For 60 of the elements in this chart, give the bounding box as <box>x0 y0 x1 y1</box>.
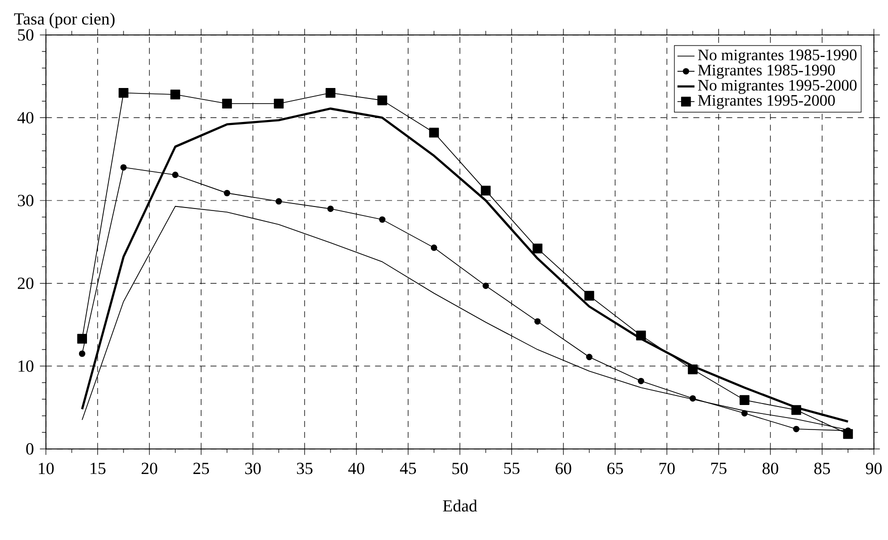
point <box>584 290 594 301</box>
point <box>327 206 334 212</box>
point <box>430 244 438 252</box>
point <box>118 88 128 98</box>
point <box>636 330 646 341</box>
y-tick-label: 50 <box>18 29 34 41</box>
point <box>740 395 750 406</box>
x-tick-label: 30 <box>245 462 261 474</box>
y-tick-label: 40 <box>17 112 34 124</box>
point <box>120 164 127 171</box>
point <box>793 426 800 432</box>
point <box>224 190 230 196</box>
legend-label: Migrantes 1985-1990 <box>698 64 835 79</box>
point <box>77 334 88 344</box>
x-tick-label: 65 <box>607 462 623 474</box>
point <box>170 90 180 100</box>
point <box>482 282 489 290</box>
x-tick-label: 70 <box>660 462 675 474</box>
point <box>534 318 541 325</box>
point <box>172 172 178 178</box>
point <box>480 186 491 196</box>
legend-label: No migrantes 1985-1990 <box>698 50 857 64</box>
y-tick-label: 10 <box>18 360 34 372</box>
y-tick-label: 20 <box>18 278 34 290</box>
point <box>222 98 232 109</box>
point <box>690 395 696 402</box>
x-tick-label: 15 <box>90 462 106 474</box>
x-tick-label: 25 <box>193 462 209 474</box>
point <box>377 96 388 106</box>
legend-label: Migrantes 1995-2000 <box>698 95 835 110</box>
point <box>741 410 748 417</box>
point <box>379 216 386 223</box>
x-tick-label: 10 <box>38 462 54 474</box>
x-tick-label: 85 <box>814 462 830 474</box>
point <box>78 350 86 358</box>
x-tick-label: 45 <box>400 462 416 474</box>
y-axis-title: Tasa (por cien) <box>14 12 115 28</box>
point <box>791 405 802 416</box>
x-tick-label: 20 <box>142 462 158 474</box>
x-tick-label: 40 <box>348 462 364 474</box>
point <box>429 128 439 138</box>
x-tick-label: 35 <box>296 462 312 474</box>
legend-label: No migrantes 1995-2000 <box>698 80 857 94</box>
point <box>532 244 542 254</box>
y-tick-label: 30 <box>18 194 34 206</box>
point <box>586 354 592 360</box>
y-tick-label: 0 <box>26 443 34 455</box>
point <box>843 429 853 440</box>
x-tick-label: 50 <box>452 462 468 474</box>
x-tick-label: 75 <box>711 462 726 474</box>
point <box>274 98 284 109</box>
point <box>326 88 336 98</box>
x-tick-label: 60 <box>556 462 572 474</box>
point <box>638 378 644 384</box>
x-tick-label: 55 <box>504 462 520 474</box>
point <box>276 198 282 205</box>
point <box>688 364 698 374</box>
x-tick-label: 80 <box>762 462 778 474</box>
x-tick-label: 90 <box>866 462 882 474</box>
x-axis-title: Edad <box>442 500 478 512</box>
